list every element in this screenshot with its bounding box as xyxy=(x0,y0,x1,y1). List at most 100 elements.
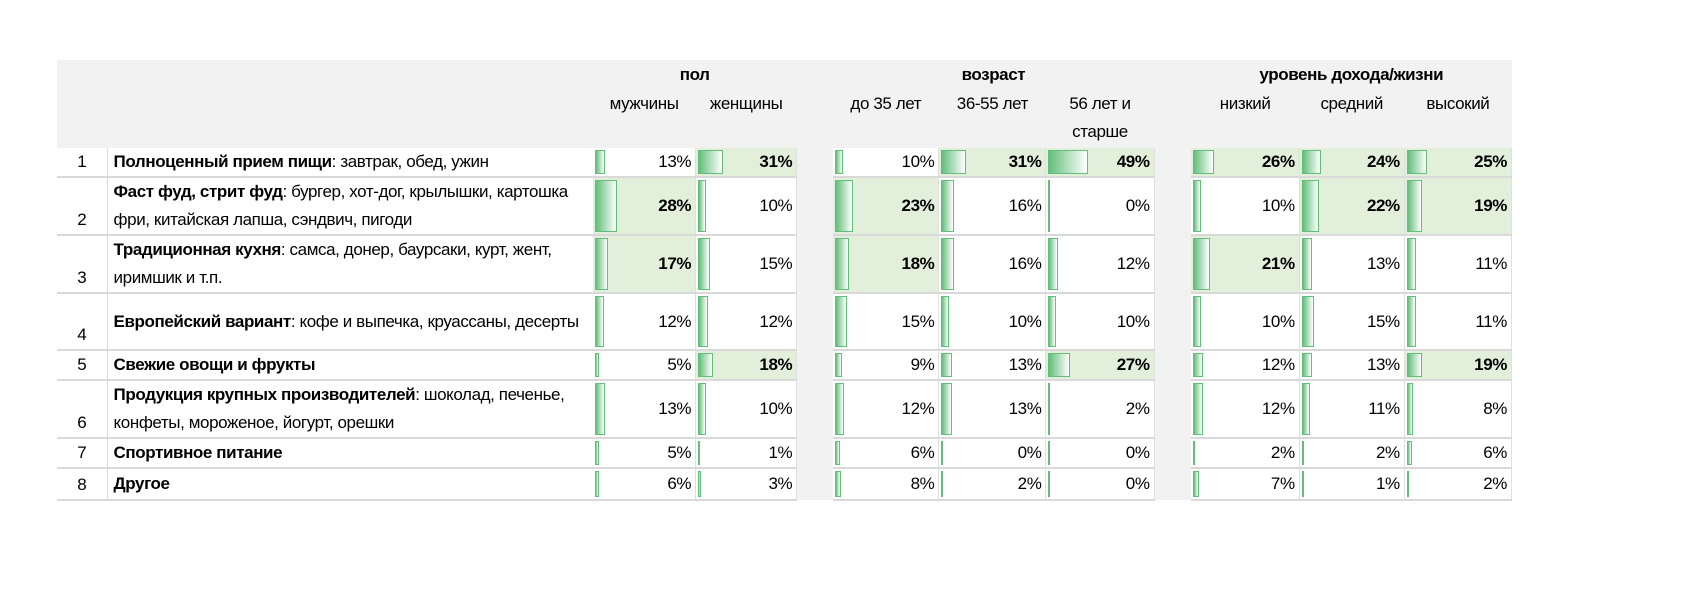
group-gap xyxy=(1154,235,1192,293)
value-text: 2% xyxy=(1483,474,1507,493)
value-cell: 15% xyxy=(695,235,798,294)
value-text: 10% xyxy=(1116,311,1150,331)
value-text: 21% xyxy=(1261,254,1295,273)
value-cell: 11% xyxy=(1299,380,1405,439)
value-cell: 11% xyxy=(1404,293,1513,351)
value-text: 15% xyxy=(1366,311,1400,331)
data-bar xyxy=(941,383,952,435)
row-number: 1 xyxy=(57,148,108,178)
value-cell: 18% xyxy=(832,235,940,294)
group-gap xyxy=(796,148,833,177)
data-bar xyxy=(1193,238,1210,290)
value-text: 12% xyxy=(1261,355,1295,374)
data-bar xyxy=(1048,238,1059,290)
value-text: 12% xyxy=(759,311,793,331)
value-text: 12% xyxy=(901,399,935,418)
data-bar xyxy=(1048,296,1057,347)
data-bar xyxy=(698,180,707,232)
value-text: 10% xyxy=(759,196,793,215)
value-cell: 22% xyxy=(1299,177,1405,236)
row-number: 4 xyxy=(57,293,108,351)
value-text: 10% xyxy=(1261,311,1295,331)
value-text: 13% xyxy=(1366,355,1400,374)
value-cell: 10% xyxy=(1191,177,1300,236)
value-cell: 2% xyxy=(938,468,1047,501)
value-cell: 1% xyxy=(695,438,798,469)
value-text: 16% xyxy=(1008,196,1042,215)
table-row: 5 Свежие овощи и фрукты 5% 18% 9% 13% 27% 12% 1… xyxy=(57,350,1513,381)
value-cell: 6% xyxy=(592,468,697,501)
group-gap xyxy=(796,350,833,380)
data-bar xyxy=(1193,296,1202,347)
value-text: 31% xyxy=(759,152,793,171)
table-row: 3 Традиционная кухня: самса, донер, баур… xyxy=(57,235,1513,294)
value-cell: 18% xyxy=(695,350,798,381)
value-cell: 25% xyxy=(1404,148,1513,178)
data-bar xyxy=(941,353,952,377)
row-label-details: : кофе и выпечка, круассаны, десерты xyxy=(290,311,579,331)
value-cell: 6% xyxy=(832,438,940,469)
value-text: 18% xyxy=(759,355,793,374)
value-cell: 12% xyxy=(592,293,697,351)
group-gap xyxy=(796,235,833,293)
value-text: 1% xyxy=(768,443,793,462)
value-cell: 2% xyxy=(1299,438,1405,469)
data-bar xyxy=(594,296,605,347)
data-bar xyxy=(1301,441,1304,465)
value-text: 1% xyxy=(1376,474,1400,493)
data-bar xyxy=(941,471,944,497)
data-bar xyxy=(1301,296,1314,347)
row-number: 6 xyxy=(57,380,108,439)
value-cell: 7% xyxy=(1191,468,1300,501)
column-header: 56 лет и старше xyxy=(1045,90,1155,148)
value-text: 28% xyxy=(658,196,692,215)
group-gap xyxy=(796,293,833,350)
value-text: 49% xyxy=(1116,152,1150,171)
value-cell: 15% xyxy=(1299,293,1405,351)
value-cell: 23% xyxy=(832,177,940,236)
data-bar xyxy=(1301,353,1313,377)
group-gap xyxy=(796,468,833,500)
value-text: 12% xyxy=(1261,399,1295,418)
data-bar xyxy=(594,238,609,290)
data-bar xyxy=(1301,383,1311,435)
value-cell: 12% xyxy=(832,380,940,439)
group-gap xyxy=(796,438,833,468)
row-label-bold: Фаст фуд, стрит фуд xyxy=(113,182,283,201)
row-label-bold: Спортивное питание xyxy=(113,443,283,462)
row-label: Традиционная кухня: самса, донер, баурса… xyxy=(107,235,593,294)
value-cell: 31% xyxy=(695,148,798,178)
data-bar xyxy=(834,296,847,347)
data-bar xyxy=(1048,180,1051,232)
group-gap xyxy=(1154,380,1192,438)
row-number: 8 xyxy=(57,468,108,501)
group-header-income: уровень дохода/жизни xyxy=(1191,60,1512,90)
group-gap xyxy=(1154,468,1192,500)
value-text: 19% xyxy=(1474,196,1507,215)
value-text: 15% xyxy=(901,311,935,331)
data-bar xyxy=(941,150,967,174)
value-cell: 16% xyxy=(938,177,1047,236)
value-cell: 12% xyxy=(695,293,798,351)
data-bar xyxy=(1048,150,1088,174)
group-header-age: возраст xyxy=(832,60,1155,90)
data-bar xyxy=(1406,353,1422,377)
data-bar xyxy=(594,471,600,497)
value-text: 12% xyxy=(658,311,692,331)
row-label: Другое xyxy=(107,468,593,501)
value-cell: 2% xyxy=(1404,468,1513,501)
value-text: 5% xyxy=(667,355,692,374)
value-cell: 31% xyxy=(938,148,1047,178)
group-gap xyxy=(1154,293,1192,350)
column-header: низкий xyxy=(1191,90,1300,148)
value-cell: 16% xyxy=(938,235,1047,294)
table-row: 4 Европейский вариант: кофе и выпечка, к… xyxy=(57,293,1513,351)
row-number: 3 xyxy=(57,235,108,294)
value-text: 16% xyxy=(1008,254,1042,273)
value-text: 8% xyxy=(1483,399,1507,418)
value-cell: 10% xyxy=(938,293,1047,351)
data-bar xyxy=(1048,353,1071,377)
value-text: 31% xyxy=(1008,152,1042,171)
data-bar xyxy=(834,383,845,435)
value-cell: 13% xyxy=(592,148,697,178)
